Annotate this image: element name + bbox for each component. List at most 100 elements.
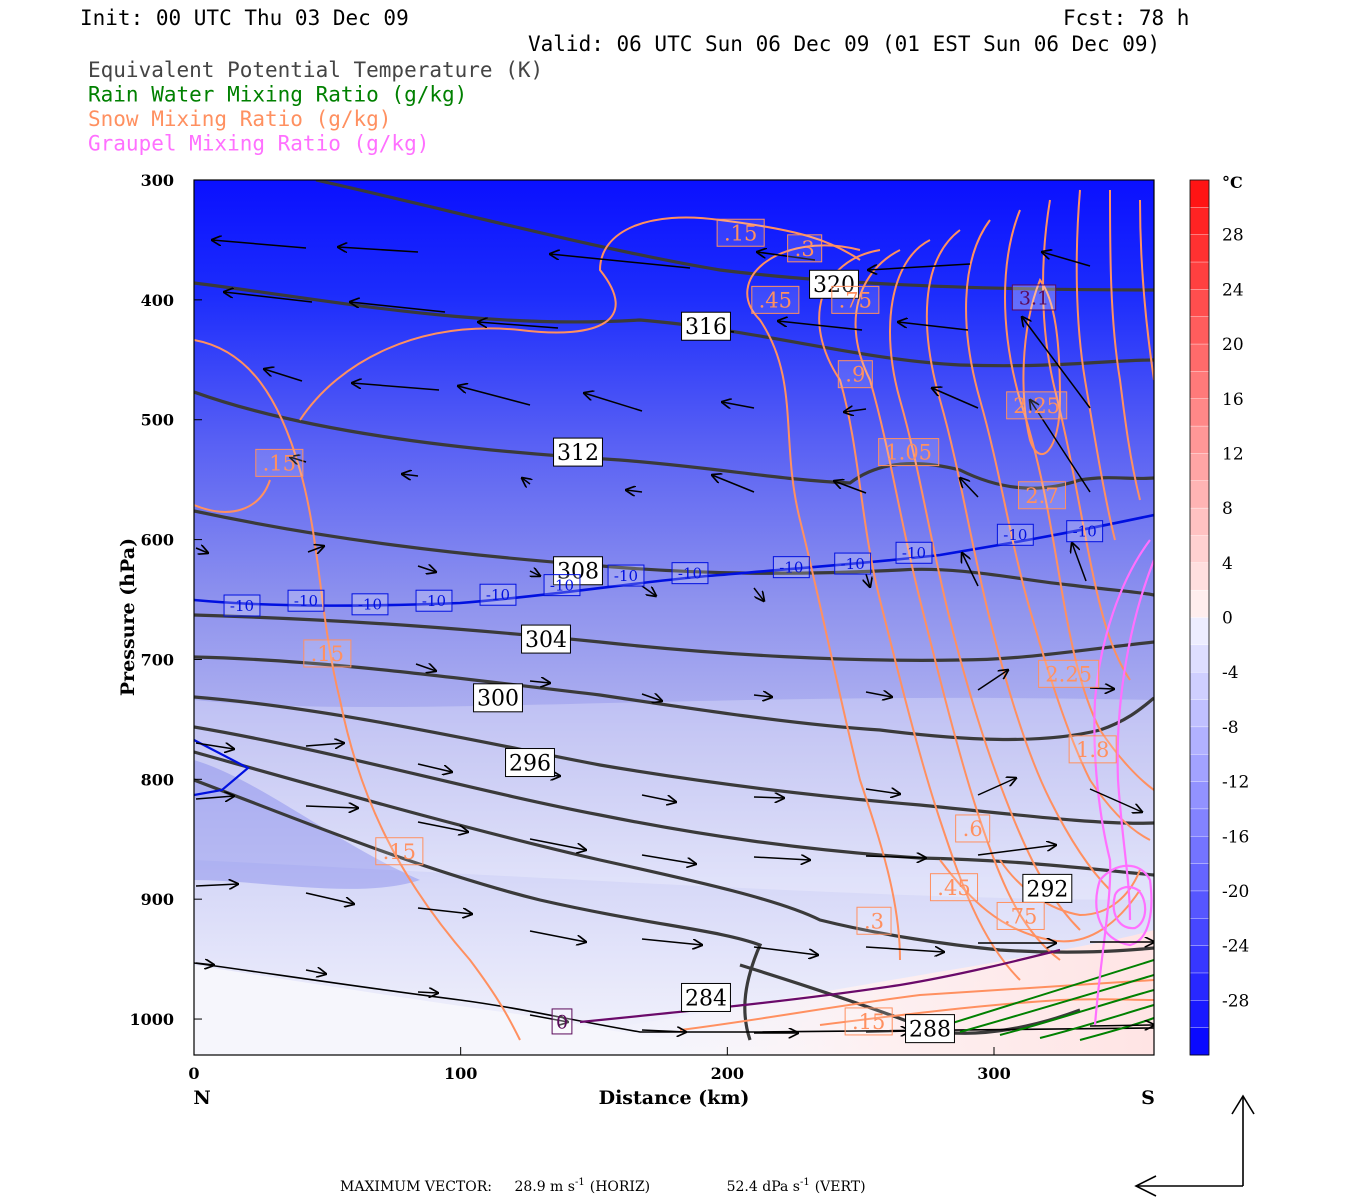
colorbar-bin	[1189, 453, 1210, 482]
horiz-vector-value: 28.9 m s	[514, 1179, 575, 1195]
misc-label: 3.1	[1019, 287, 1049, 309]
theta-e-label-box	[905, 1014, 955, 1044]
colorbar-label: 0	[1222, 609, 1233, 629]
snow-contour	[1075, 189, 1116, 541]
wind-vector	[753, 797, 784, 798]
snow-contour	[194, 479, 271, 513]
colorbar-bin	[1189, 671, 1210, 701]
wind-vector	[865, 856, 926, 858]
snow-label-box	[787, 234, 823, 263]
colorbar-unit: °C	[1222, 173, 1243, 192]
legend-entry: Snow Mixing Ratio (g/kg)	[88, 107, 391, 131]
axes: 0 100 200 300 300 400 500 600 700 800 900 1000	[129, 171, 1010, 1083]
theta-e-label-box	[681, 982, 731, 1012]
colorbar-bin	[1189, 535, 1210, 564]
wind-vector	[722, 402, 755, 408]
isotherm-label-box	[834, 552, 872, 575]
valid-time: Valid: 06 UTC Sun 06 Dec 09 (01 EST Sun …	[528, 32, 1160, 56]
snow-label: 1.05	[885, 441, 932, 465]
wind-vector	[1022, 317, 1091, 409]
isotherm-label: -10	[358, 596, 382, 614]
snow-contour	[1042, 199, 1131, 681]
x-tick-label: 100	[444, 1064, 477, 1083]
surface-white	[194, 965, 680, 1055]
isotherm-label: -10	[230, 597, 254, 615]
colorbar-bin	[1189, 507, 1210, 537]
snow-label-box	[751, 285, 800, 314]
snow-label-box	[831, 285, 880, 314]
snow-contour	[194, 339, 521, 1041]
colorbar-bin	[1189, 890, 1210, 919]
colorbar-bin	[1189, 562, 1210, 591]
wind-vector	[530, 571, 540, 576]
wind-vector	[212, 240, 307, 249]
wind-vector	[977, 670, 1008, 691]
snow-label-box	[844, 1007, 893, 1036]
snow-contour	[1004, 209, 1154, 791]
vert-vector-value: 52.4 dPa s	[727, 1179, 800, 1195]
colorbar-label: -4	[1222, 663, 1239, 683]
freezing-level-surface	[579, 948, 1061, 1024]
theta-e-contour	[194, 778, 763, 1041]
wind-vector	[305, 806, 358, 808]
snow-label: 2.25	[1045, 662, 1092, 686]
snow-label: .15	[311, 642, 344, 666]
wind-vector	[866, 573, 870, 587]
theta-e-label: 308	[557, 560, 599, 585]
isotherm-label: -10	[779, 559, 803, 577]
wind-vectors	[195, 240, 1154, 1033]
wind-vector	[641, 1030, 686, 1032]
misc-label-box	[1011, 284, 1057, 311]
colorbar-bin	[1189, 207, 1210, 236]
graupel-contour	[1095, 864, 1153, 947]
colorbar-label: -28	[1222, 991, 1249, 1011]
theta-e-label-box	[521, 624, 571, 654]
rain-contour	[959, 974, 1154, 1033]
wind-vector	[305, 892, 354, 904]
theta-e-label: 320	[813, 273, 855, 298]
snow-contour	[999, 859, 1141, 917]
snow-label: .45	[937, 876, 970, 900]
wind-vector	[1072, 543, 1087, 582]
colorbar-bin	[1189, 754, 1210, 783]
wind-vector	[641, 794, 676, 802]
wind-vector	[834, 481, 867, 494]
snow-label: .75	[1004, 905, 1037, 929]
isotherm-label-box	[287, 589, 325, 612]
wind-vector	[224, 292, 313, 303]
theta-e-contour	[194, 695, 1154, 825]
colorbar-bin	[1189, 808, 1210, 837]
isotherm-minus-10	[194, 513, 1154, 607]
wind-vector	[1089, 688, 1114, 689]
snow-contour	[818, 249, 1021, 981]
rain-contour	[999, 989, 1154, 1036]
colorbar-label: 20	[1222, 335, 1244, 355]
wind-vector	[264, 369, 303, 382]
wind-vector	[1089, 1025, 1154, 1026]
graupel-contour	[1112, 886, 1147, 930]
isotherm-label: -10	[550, 577, 574, 595]
colorbar-bin	[1189, 863, 1210, 892]
wind-vector	[1030, 400, 1091, 493]
isotherm-label: -10	[294, 592, 318, 610]
colorbar-bin	[1189, 261, 1210, 291]
wind-vector	[338, 247, 419, 252]
snow-label-box	[255, 448, 304, 477]
isotherm-label: -10	[614, 567, 638, 585]
y-axis-title: Pressure (hPa)	[117, 538, 139, 696]
colorbar-label: -8	[1222, 718, 1239, 738]
horiz-vector-tag: (HORIZ)	[590, 1179, 650, 1195]
isotherm-label-box	[607, 564, 645, 587]
colorbar-bin	[1189, 425, 1210, 455]
snow-contour	[925, 229, 1111, 891]
vert-vector-tag: (VERT)	[815, 1179, 866, 1195]
isotherm-label-box	[1066, 520, 1104, 543]
snow-contour	[746, 244, 901, 961]
colorbar-bin	[1189, 781, 1210, 810]
colorbar-label: 16	[1222, 390, 1244, 410]
snow-label: 1.8	[1076, 738, 1109, 762]
x-tick-label: 0	[188, 1064, 199, 1083]
snow-contour	[889, 239, 1081, 931]
wind-vector	[458, 386, 531, 406]
max-vector-label: MAXIMUM VECTOR:	[340, 1179, 492, 1195]
